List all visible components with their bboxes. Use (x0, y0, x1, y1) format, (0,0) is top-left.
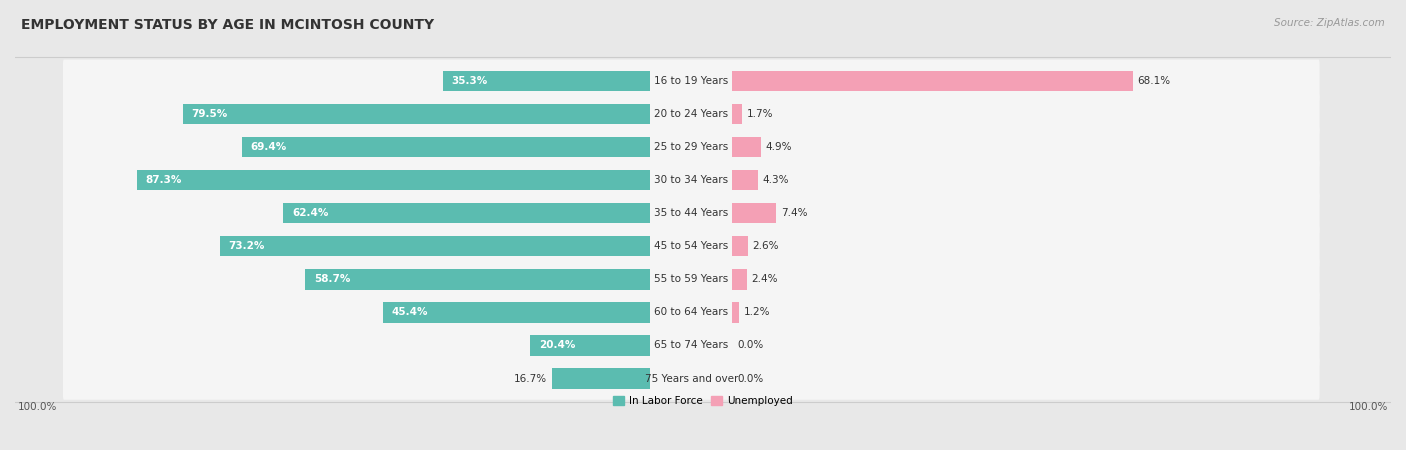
Text: 75 Years and over: 75 Years and over (644, 374, 738, 383)
Text: 0.0%: 0.0% (737, 341, 763, 351)
Text: 2.4%: 2.4% (751, 274, 778, 284)
Bar (443, 71, 650, 91)
Bar (305, 269, 650, 289)
Text: 2.6%: 2.6% (752, 241, 779, 251)
Legend: In Labor Force, Unemployed: In Labor Force, Unemployed (609, 392, 797, 410)
Text: 69.4%: 69.4% (250, 142, 287, 152)
Text: 4.9%: 4.9% (766, 142, 793, 152)
Text: 20 to 24 Years: 20 to 24 Years (654, 109, 728, 119)
Text: 55 to 59 Years: 55 to 59 Years (654, 274, 728, 284)
Bar (733, 137, 761, 157)
Bar (733, 302, 740, 323)
FancyBboxPatch shape (63, 357, 1320, 400)
Text: 62.4%: 62.4% (292, 208, 329, 218)
Text: 7.4%: 7.4% (780, 208, 807, 218)
Text: 0.0%: 0.0% (737, 374, 763, 383)
FancyBboxPatch shape (63, 258, 1320, 301)
Text: EMPLOYMENT STATUS BY AGE IN MCINTOSH COUNTY: EMPLOYMENT STATUS BY AGE IN MCINTOSH COU… (21, 18, 434, 32)
FancyBboxPatch shape (63, 192, 1320, 234)
Text: 4.3%: 4.3% (762, 175, 789, 185)
Text: 87.3%: 87.3% (146, 175, 181, 185)
Bar (553, 368, 650, 389)
FancyBboxPatch shape (63, 93, 1320, 135)
Bar (733, 236, 748, 256)
Text: 68.1%: 68.1% (1137, 76, 1171, 86)
Text: 1.7%: 1.7% (747, 109, 773, 119)
Text: 35 to 44 Years: 35 to 44 Years (654, 208, 728, 218)
Text: 45.4%: 45.4% (392, 307, 429, 317)
FancyBboxPatch shape (63, 291, 1320, 333)
Bar (733, 104, 742, 124)
Bar (733, 269, 747, 289)
FancyBboxPatch shape (63, 126, 1320, 168)
Text: 1.2%: 1.2% (744, 307, 770, 317)
Text: 73.2%: 73.2% (228, 241, 264, 251)
Text: 65 to 74 Years: 65 to 74 Years (654, 341, 728, 351)
Text: 30 to 34 Years: 30 to 34 Years (654, 175, 728, 185)
Bar (530, 335, 650, 356)
Text: 20.4%: 20.4% (538, 341, 575, 351)
Text: 100.0%: 100.0% (18, 402, 58, 412)
Bar (733, 71, 1133, 91)
Bar (733, 203, 776, 223)
Bar (136, 170, 650, 190)
FancyBboxPatch shape (63, 59, 1320, 102)
Text: 79.5%: 79.5% (191, 109, 228, 119)
Bar (183, 104, 650, 124)
FancyBboxPatch shape (63, 324, 1320, 367)
Bar (242, 137, 650, 157)
FancyBboxPatch shape (63, 159, 1320, 201)
FancyBboxPatch shape (63, 225, 1320, 267)
Text: 58.7%: 58.7% (314, 274, 350, 284)
Bar (219, 236, 650, 256)
Text: 25 to 29 Years: 25 to 29 Years (654, 142, 728, 152)
Bar (382, 302, 650, 323)
Bar (283, 203, 650, 223)
Text: 60 to 64 Years: 60 to 64 Years (654, 307, 728, 317)
Bar (733, 170, 758, 190)
Text: 45 to 54 Years: 45 to 54 Years (654, 241, 728, 251)
Text: 35.3%: 35.3% (451, 76, 488, 86)
Text: 16 to 19 Years: 16 to 19 Years (654, 76, 728, 86)
Text: Source: ZipAtlas.com: Source: ZipAtlas.com (1274, 18, 1385, 28)
Text: 100.0%: 100.0% (1348, 402, 1388, 412)
Text: 16.7%: 16.7% (515, 374, 547, 383)
